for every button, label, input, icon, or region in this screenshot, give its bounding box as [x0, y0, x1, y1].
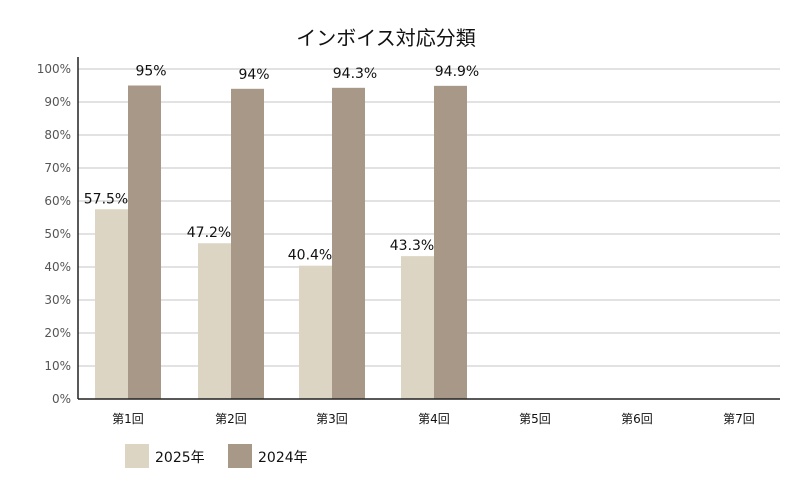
data-label: 43.3% [390, 238, 434, 254]
bar-series-b [231, 88, 264, 400]
y-tick-label: 10% [44, 359, 71, 373]
y-tick-label: 30% [44, 293, 71, 307]
y-tick-label: 40% [44, 260, 71, 274]
data-label: 47.2% [187, 225, 231, 241]
data-label: 40.4% [288, 248, 332, 264]
bars [95, 85, 467, 400]
x-tick-label: 第7回 [723, 412, 755, 426]
bar-series-a [95, 209, 128, 399]
data-label: 57.5% [84, 191, 128, 207]
data-label: 94.9% [435, 64, 479, 80]
legend-label: 2024年 [258, 450, 308, 466]
x-tick-label: 第3回 [316, 412, 348, 426]
x-tick-label: 第1回 [112, 412, 144, 426]
x-tick-label: 第2回 [215, 412, 247, 426]
x-axis-tick-labels: 第1回 第2回 第3回 第4回 第5回 第6回 第7回 [112, 412, 755, 426]
bar-series-b [434, 85, 467, 399]
gridlines [78, 68, 780, 367]
x-tick-label: 第4回 [418, 412, 450, 426]
y-tick-label: 50% [44, 227, 71, 241]
x-tick-label: 第6回 [621, 412, 653, 426]
legend: 2025年 2024年 [125, 444, 308, 468]
y-tick-label: 0% [52, 392, 71, 406]
data-labels: 57.5% 47.2% 40.4% 43.3% 95% 94% 94.3% 94.9% [84, 64, 479, 264]
data-label: 94.3% [333, 66, 377, 82]
bar-series-a [401, 256, 434, 399]
y-tick-label: 20% [44, 326, 71, 340]
x-tick-label: 第5回 [519, 412, 551, 426]
legend-swatch [125, 444, 149, 468]
bar-series-a [198, 243, 231, 399]
data-label: 95% [135, 64, 166, 80]
legend-swatch [228, 444, 252, 468]
y-tick-label: 100% [37, 62, 71, 76]
y-tick-label: 80% [44, 128, 71, 142]
chart-title: インボイス対応分類 [296, 26, 475, 50]
axes [77, 57, 780, 400]
bar-series-a [299, 265, 332, 399]
legend-label: 2025年 [155, 450, 205, 466]
y-tick-label: 70% [44, 161, 71, 175]
bar-series-b [128, 85, 161, 399]
bar-series-b [332, 87, 365, 399]
y-tick-label: 60% [44, 194, 71, 208]
y-axis-tick-labels: 0% 10% 20% 30% 40% 50% 60% 70% 80% 90% 100% [37, 62, 71, 406]
y-tick-label: 90% [44, 95, 71, 109]
data-label: 94% [238, 67, 269, 83]
